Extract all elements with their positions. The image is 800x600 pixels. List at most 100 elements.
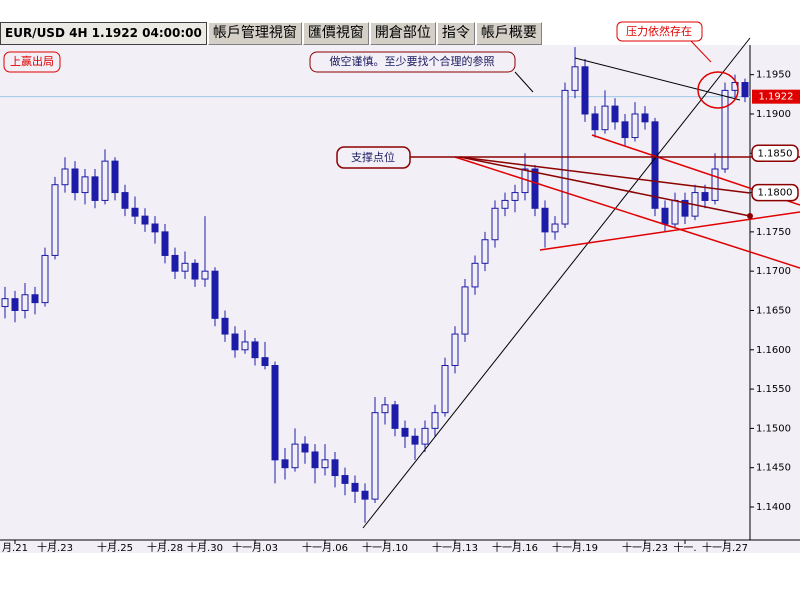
note-box <box>616 21 703 42</box>
level-label: 1.1800 <box>758 188 793 199</box>
candle-body <box>541 207 549 233</box>
x-tick-label: 十一月.23 <box>622 541 668 554</box>
candle-body <box>341 475 349 484</box>
x-tick-label: 十一月.06 <box>302 541 348 554</box>
note-box <box>309 51 516 73</box>
candle-body <box>591 113 599 131</box>
candle-body <box>571 66 579 91</box>
candle-body <box>41 254 49 304</box>
annotation: 上赢出局 <box>10 54 54 68</box>
x-tick-label: 十一月.27 <box>702 541 748 554</box>
candle-body <box>361 490 369 500</box>
candle-body <box>281 459 289 469</box>
tab[interactable]: 帳戶管理視窗 <box>207 22 302 45</box>
candle-body <box>91 176 99 201</box>
trend-line <box>539 211 800 251</box>
candle-body <box>161 231 169 256</box>
candle-body <box>451 333 459 366</box>
candle-body <box>401 427 409 437</box>
candle-body <box>191 262 199 280</box>
candle-body <box>511 192 519 201</box>
candle-body <box>351 482 359 492</box>
highlight-circle <box>697 71 739 109</box>
trend-line <box>454 156 800 269</box>
anchor-dot <box>747 213 753 219</box>
candle-body <box>11 298 19 311</box>
candle-body <box>741 82 749 98</box>
candle-body <box>631 113 639 139</box>
candle-body <box>81 176 89 194</box>
chart-background <box>0 45 800 553</box>
x-tick-label: 十月.23 <box>37 541 73 554</box>
candle-body <box>431 412 439 429</box>
candle-body <box>181 262 189 272</box>
candle-body <box>101 160 109 201</box>
candle-body <box>61 168 69 186</box>
y-tick-label: 1.1900 <box>756 109 791 120</box>
candle-body <box>331 459 339 477</box>
y-tick-label: 1.1550 <box>756 384 791 395</box>
callout-line <box>689 39 712 63</box>
candle-body <box>531 168 539 209</box>
candle-body <box>681 199 689 217</box>
trend-line <box>574 57 741 101</box>
x-tick-label: 十月.25 <box>97 541 133 554</box>
candle-body <box>1 298 9 308</box>
candle-body <box>481 239 489 264</box>
drawings <box>3 21 800 529</box>
tab[interactable]: 匯價視窗 <box>302 22 369 45</box>
last-price-label: 1.1922 <box>759 92 794 103</box>
tab[interactable]: 指令 <box>436 22 475 45</box>
candle-body <box>131 207 139 217</box>
candle-body <box>711 168 719 201</box>
candle-body <box>251 341 259 359</box>
candle-body <box>501 199 509 209</box>
tab[interactable]: 帳戶概要 <box>475 22 542 45</box>
x-tick-label: 十一. <box>673 541 696 554</box>
annotation: 支撑点位 <box>351 150 395 164</box>
tab[interactable]: EUR/USD 4H 1.1922 04:00:00 <box>0 22 207 45</box>
tab[interactable]: 開倉部位 <box>369 22 436 45</box>
candle-body <box>141 215 149 225</box>
x-tick-label: 月.21 <box>2 542 28 554</box>
trend-line <box>362 37 751 529</box>
candle-body <box>111 160 119 194</box>
candle-body <box>551 223 559 233</box>
x-tick-label: 十月.30 <box>187 541 223 554</box>
candle-body <box>271 364 279 461</box>
candle-body <box>221 317 229 335</box>
level-box <box>751 183 799 202</box>
x-tick-label: 十一月.16 <box>492 541 538 554</box>
candle-body <box>471 262 479 288</box>
candle-body <box>721 89 729 170</box>
candle-body <box>391 404 399 429</box>
annotation: 压力依然存在 <box>626 24 692 38</box>
last-price-box <box>752 89 800 104</box>
candle-body <box>671 199 679 225</box>
candle-body <box>21 294 29 311</box>
y-tick-label: 1.1500 <box>756 423 791 434</box>
candle-body <box>651 121 659 209</box>
candle-body <box>121 192 129 209</box>
candle-body <box>661 207 669 225</box>
candle-body <box>31 294 39 304</box>
tab-bar: EUR/USD 4H 1.1922 04:00:00 帳戶管理視窗 匯價視窗 開… <box>0 22 543 45</box>
candle-body <box>301 443 309 453</box>
candle-body <box>311 451 319 469</box>
x-tick-label: 十一月.03 <box>232 541 278 554</box>
candle-body <box>581 66 589 115</box>
candle-body <box>601 105 609 131</box>
y-tick-label: 1.1700 <box>756 266 791 277</box>
candle-body <box>371 412 379 500</box>
y-tick-label: 1.1600 <box>756 345 791 356</box>
support-line <box>459 156 751 194</box>
candle-body <box>381 404 389 414</box>
y-tick-label: 1.1950 <box>756 70 791 81</box>
candle-body <box>421 427 429 445</box>
x-tick-label: 十一月.19 <box>552 541 598 554</box>
candle-body <box>151 223 159 233</box>
y-tick-label: 1.1450 <box>756 463 791 474</box>
y-tick-label: 1.1750 <box>756 227 791 238</box>
